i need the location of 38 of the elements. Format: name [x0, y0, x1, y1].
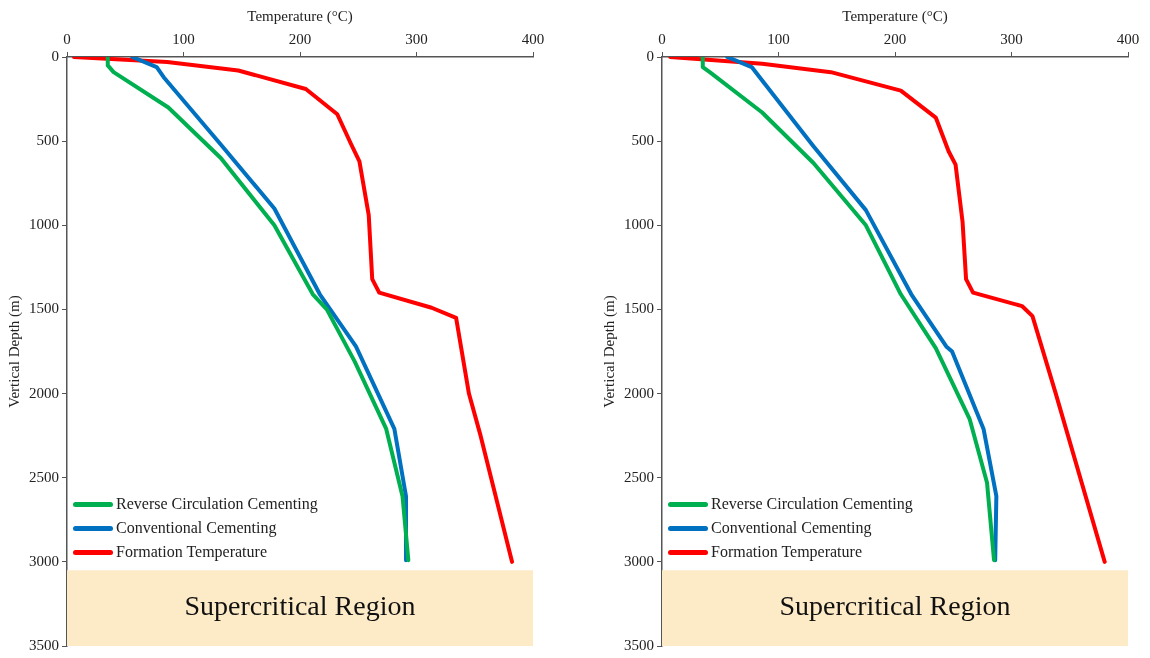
legend-label: Formation Temperature [711, 543, 862, 562]
legend-label: Conventional Cementing [711, 519, 872, 538]
y-axis-title: Vertical Depth (m) [5, 295, 23, 408]
y-tick-label: 1000 [624, 216, 654, 233]
x-tick-label: 400 [521, 30, 545, 47]
y-tick-label: 500 [631, 132, 654, 149]
band-label: Supercritical Region [184, 590, 416, 622]
x-tick-label: 300 [1000, 30, 1023, 47]
legend-label: Reverse Circulation Cementing [711, 495, 913, 514]
x-tick-label: 100 [767, 30, 790, 47]
x-tick-label: 0 [63, 30, 71, 47]
y-tick-label: 2500 [624, 468, 654, 485]
legend-label: Conventional Cementing [116, 519, 277, 538]
x-tick-label: 200 [288, 30, 312, 47]
y-tick-label: 3500 [624, 636, 654, 653]
y-tick-label: 1500 [624, 300, 654, 317]
x-tick-label: 200 [883, 30, 907, 47]
band-label: Supercritical Region [779, 590, 1011, 622]
y-tick-label: 2000 [29, 384, 59, 401]
y-tick-label: 0 [646, 47, 654, 64]
x-tick-label: 0 [658, 30, 666, 47]
y-tick-label: 3000 [29, 552, 59, 569]
y-tick-label: 2000 [624, 384, 654, 401]
y-tick-label: 1500 [29, 300, 59, 317]
y-tick-label: 1000 [29, 216, 59, 233]
x-tick-label: 100 [172, 30, 195, 47]
y-tick-label: 3000 [624, 552, 654, 569]
y-axis-title: Vertical Depth (m) [600, 295, 618, 408]
y-tick-label: 0 [51, 47, 59, 64]
x-axis-title: Temperature (°C) [842, 7, 948, 25]
y-tick-label: 3500 [29, 636, 59, 653]
x-axis-title: Temperature (°C) [247, 7, 353, 25]
legend-label: Formation Temperature [116, 543, 267, 562]
x-tick-label: 400 [1116, 30, 1140, 47]
legend-label: Reverse Circulation Cementing [116, 495, 318, 514]
y-tick-label: 500 [36, 132, 59, 149]
x-tick-label: 300 [405, 30, 428, 47]
y-tick-label: 2500 [29, 468, 59, 485]
